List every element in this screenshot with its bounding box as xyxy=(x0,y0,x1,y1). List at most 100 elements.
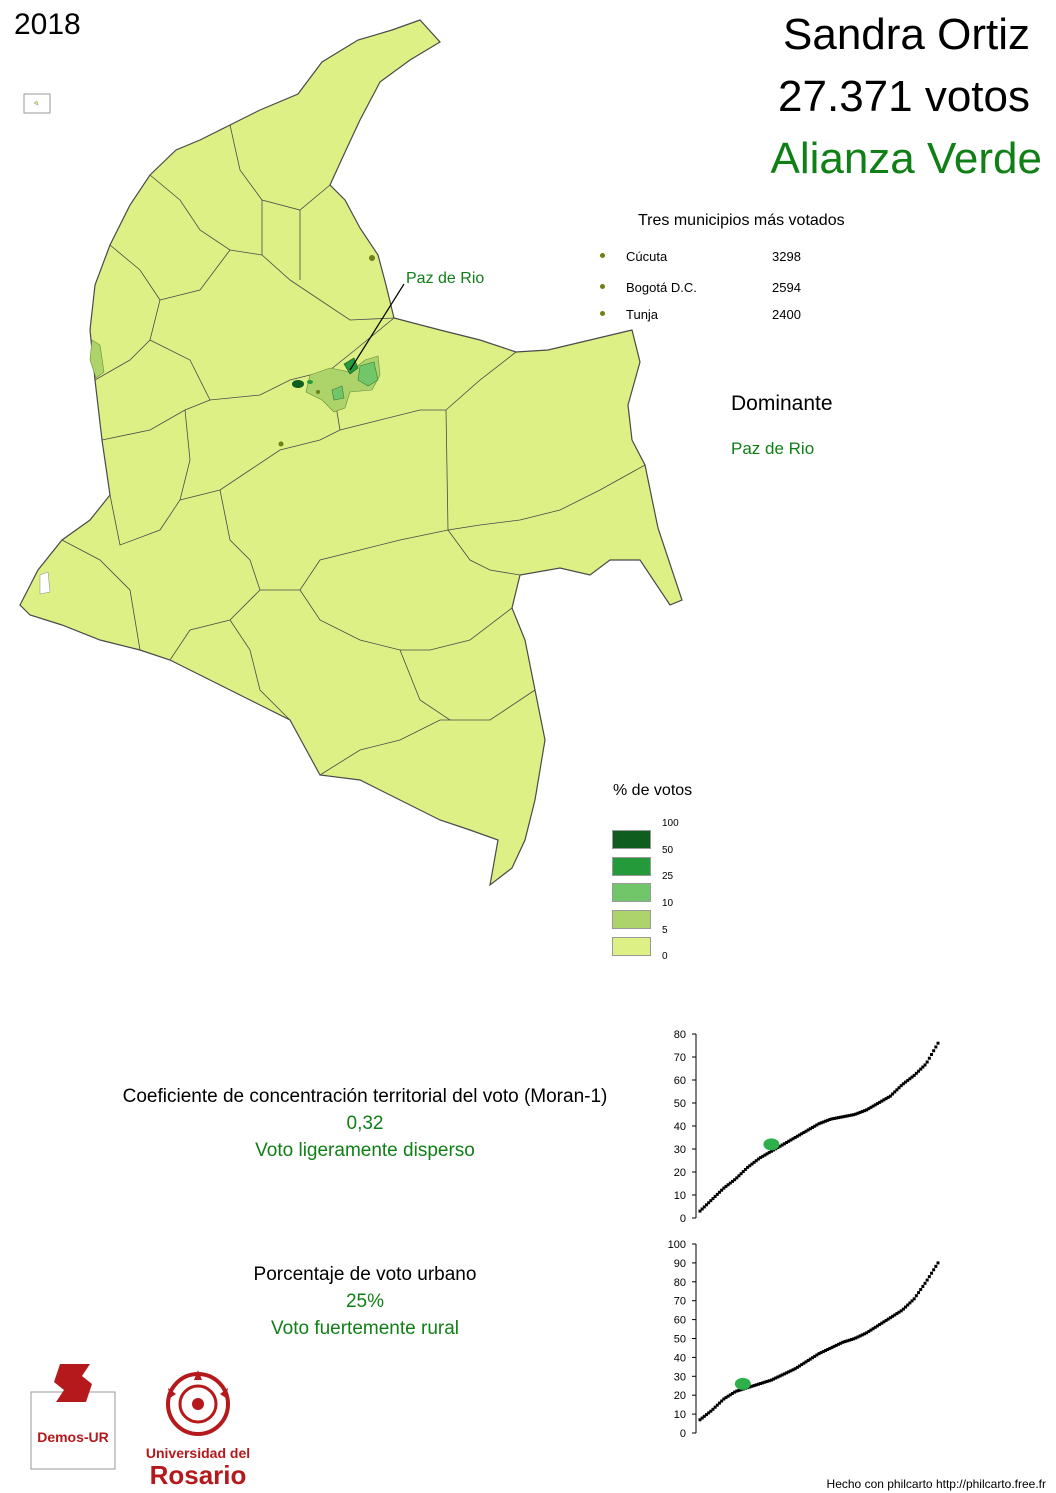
y-tick-label: 90 xyxy=(674,1258,686,1270)
data-point xyxy=(711,1407,715,1411)
data-point xyxy=(791,1368,795,1372)
university-name-line2: Rosario xyxy=(150,1460,247,1490)
moran-interpretation: Voto ligeramente disperso xyxy=(255,1140,475,1161)
data-point xyxy=(772,1377,776,1381)
data-point xyxy=(737,1174,741,1178)
data-point xyxy=(700,1416,704,1420)
municipality-name: Cúcuta xyxy=(626,249,668,264)
urban-label: Porcentaje de voto urbano xyxy=(253,1264,477,1285)
legend-tick: 0 xyxy=(662,951,668,962)
data-point xyxy=(865,1331,869,1335)
data-point xyxy=(776,1375,780,1379)
data-point xyxy=(819,1351,823,1355)
legend-tick: 5 xyxy=(662,925,668,936)
data-point xyxy=(759,1156,763,1160)
data-point xyxy=(741,1170,745,1174)
data-point xyxy=(728,1393,732,1397)
data-point xyxy=(804,1129,808,1133)
data-point xyxy=(925,1278,929,1282)
data-point xyxy=(795,1134,799,1138)
data-point xyxy=(884,1318,888,1322)
data-point xyxy=(884,1097,888,1101)
data-point xyxy=(804,1360,808,1364)
highlight-point xyxy=(734,1377,751,1390)
data-point xyxy=(815,1123,819,1127)
data-point xyxy=(737,1388,741,1392)
data-point xyxy=(795,1365,799,1369)
legend-swatch xyxy=(612,830,651,849)
data-point xyxy=(899,1309,903,1313)
data-point xyxy=(756,1157,760,1161)
data-point xyxy=(752,1160,756,1164)
data-point xyxy=(733,1390,737,1394)
data-point xyxy=(836,1116,840,1120)
data-point xyxy=(704,1413,708,1417)
data-point xyxy=(750,1384,754,1388)
data-point xyxy=(930,1052,934,1056)
data-point xyxy=(919,1067,923,1071)
data-point xyxy=(880,1321,884,1325)
legend-tick: 10 xyxy=(662,898,674,909)
data-point xyxy=(908,1301,912,1305)
data-point xyxy=(914,1294,918,1298)
data-point xyxy=(811,1356,815,1360)
data-point xyxy=(739,1172,743,1176)
data-point xyxy=(780,1373,784,1377)
data-point xyxy=(793,1367,797,1371)
data-point xyxy=(841,1115,845,1119)
data-point xyxy=(789,1369,793,1373)
data-point xyxy=(921,1284,925,1288)
data-point xyxy=(936,1261,940,1265)
data-point xyxy=(923,1063,927,1067)
data-point xyxy=(778,1374,782,1378)
data-point xyxy=(748,1385,752,1389)
urban-value: 25% xyxy=(345,1291,385,1312)
data-point xyxy=(910,1075,914,1079)
data-point xyxy=(750,1162,754,1166)
data-point xyxy=(880,1099,884,1103)
legend-swatch xyxy=(612,883,651,902)
data-point xyxy=(901,1307,905,1311)
data-point xyxy=(720,1399,724,1403)
data-point xyxy=(726,1394,730,1398)
data-point xyxy=(717,1190,721,1194)
data-point xyxy=(700,1207,704,1211)
data-point xyxy=(845,1339,849,1343)
data-point xyxy=(839,1115,843,1119)
data-point xyxy=(798,1364,802,1368)
data-point xyxy=(856,1111,860,1115)
demos-ur-logo: Demos-UR xyxy=(30,1364,116,1470)
dominant-value: Paz de Rio xyxy=(731,439,815,458)
data-point xyxy=(782,1142,786,1146)
y-tick-label: 80 xyxy=(674,1277,686,1289)
data-point xyxy=(882,1320,886,1324)
urban-block: Porcentaje de voto urbano 25% Voto fuert… xyxy=(40,1261,690,1342)
data-point xyxy=(856,1335,860,1339)
data-point xyxy=(715,1192,719,1196)
data-point xyxy=(769,1378,773,1382)
data-point xyxy=(787,1139,791,1143)
data-point xyxy=(906,1303,910,1307)
map-highlights xyxy=(39,255,381,595)
data-point xyxy=(862,1332,866,1336)
map-label-leader xyxy=(349,283,405,371)
data-point xyxy=(904,1305,908,1309)
data-point xyxy=(925,1060,929,1064)
municipality-votes: 3298 xyxy=(772,249,801,264)
data-point xyxy=(763,1380,767,1384)
data-point xyxy=(843,1114,847,1118)
map-label-paz-de-rio: Paz de Rio xyxy=(406,270,485,287)
data-point xyxy=(849,1338,853,1342)
data-point xyxy=(826,1347,830,1351)
data-point xyxy=(886,1317,890,1321)
data-point xyxy=(891,1314,895,1318)
data-point xyxy=(908,1077,912,1081)
data-point xyxy=(726,1183,730,1187)
data-point xyxy=(713,1194,717,1198)
data-point xyxy=(841,1340,845,1344)
moran-block: Coeficiente de concentración territorial… xyxy=(40,1083,690,1164)
data-point xyxy=(748,1164,752,1168)
y-tick-label: 80 xyxy=(674,1029,686,1041)
y-tick-label: 20 xyxy=(674,1390,686,1402)
data-point xyxy=(871,1327,875,1331)
